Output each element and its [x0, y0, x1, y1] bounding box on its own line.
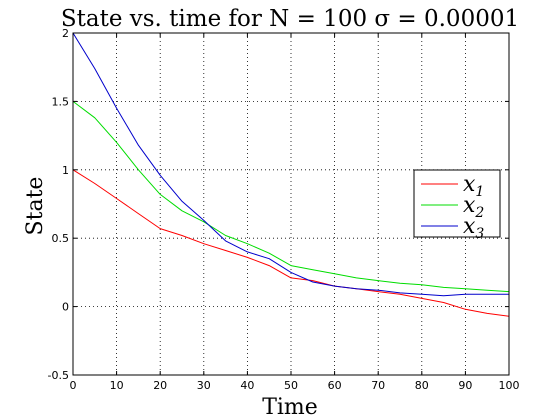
y-tick-labels: -0.5 0 0.5 1 1.5 2: [48, 27, 69, 382]
x-tick-label: 40: [240, 379, 254, 392]
x-tick-label: 10: [110, 379, 124, 392]
x-tick-label: 80: [415, 379, 429, 392]
legend-subscript: 1: [475, 184, 484, 200]
legend-box: [413, 169, 501, 238]
y-axis-label: State: [23, 177, 48, 236]
x-tick-labels: 0 10 20 30 40 50 60 70 80 90 100: [70, 379, 520, 392]
x-tick-label: 20: [153, 379, 167, 392]
y-tick-label: 1.5: [52, 95, 70, 108]
legend-subscript: 3: [475, 226, 484, 242]
x-tick-label: 30: [197, 379, 211, 392]
y-tick-label: 1: [62, 164, 69, 177]
legend-subscript: 2: [474, 205, 484, 221]
x-tick-label: 90: [458, 379, 472, 392]
x-axis-label: Time: [262, 395, 318, 420]
x-tick-label: 100: [499, 379, 520, 392]
axis-ticks: [72, 32, 510, 376]
y-tick-label: 0: [62, 301, 69, 314]
series-line-x3: [72, 32, 509, 297]
series-lines: [72, 32, 510, 317]
y-tick-label: 0.5: [52, 232, 70, 245]
series-line-x1: [72, 169, 510, 317]
series-line-x2: [72, 101, 510, 293]
chart-title: State vs. time for N = 100 σ = 0.00001: [61, 6, 519, 32]
grid-lines: [73, 33, 509, 375]
y-tick-label: -0.5: [48, 369, 69, 382]
y-tick-label: 2: [62, 27, 69, 40]
x-tick-label: 70: [371, 379, 385, 392]
x-tick-label: 0: [70, 379, 77, 392]
x-tick-label: 60: [328, 379, 342, 392]
x-tick-label: 50: [284, 379, 298, 392]
